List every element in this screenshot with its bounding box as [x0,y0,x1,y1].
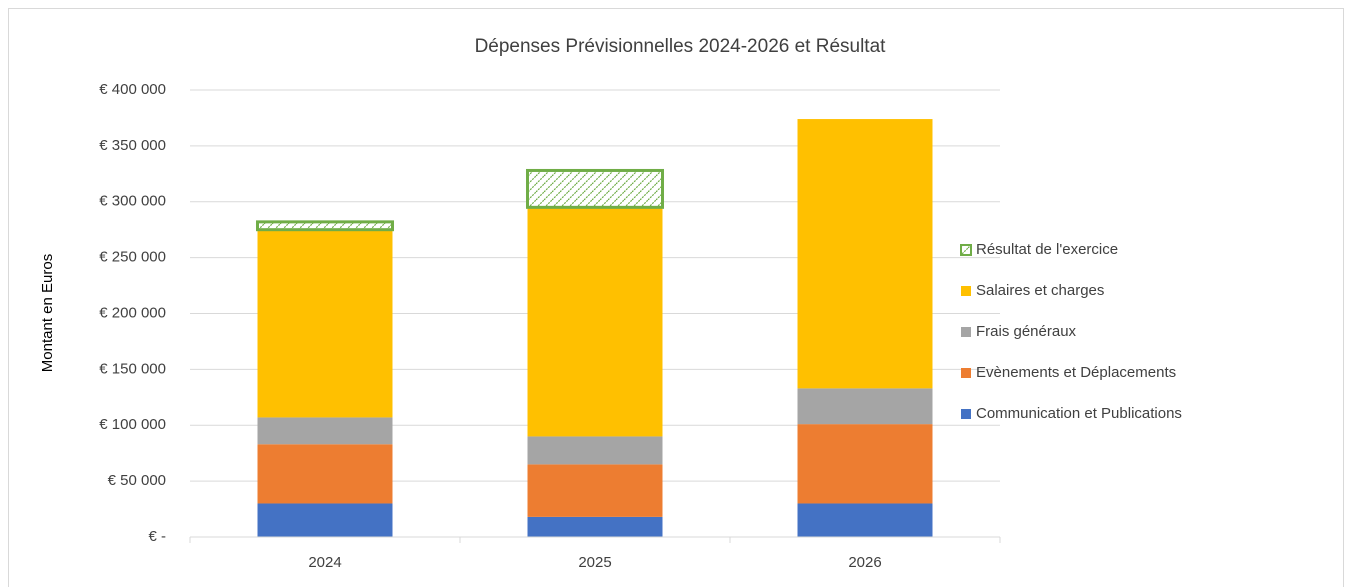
legend-swatch [961,409,971,419]
bar-segment [257,417,393,445]
legend-label: Salaires et charges [976,282,1104,299]
bar-segment [257,444,393,504]
y-tick-label: € 250 000 [99,249,166,266]
x-tick-label: 2024 [308,554,341,571]
y-axis-label: Montant en Euros [39,254,56,372]
bar-segment [797,424,933,504]
legend-swatch [960,244,972,256]
bar-segment [527,207,663,437]
legend-swatch [961,286,971,296]
bar-segment [527,436,663,465]
y-tick-label: € - [148,528,166,545]
bar-segment [257,503,393,537]
y-tick-label: € 50 000 [108,472,166,489]
x-tick-label: 2025 [578,554,611,571]
chart-border [8,8,1344,587]
legend-label: Evènements et Déplacements [976,364,1176,381]
legend-swatch [961,327,971,337]
y-tick-label: € 150 000 [99,360,166,377]
bar-segment [527,464,663,517]
y-tick-label: € 400 000 [99,81,166,98]
legend-label: Résultat de l'exercice [976,241,1118,258]
x-tick-label: 2026 [848,554,881,571]
y-tick-label: € 300 000 [99,193,166,210]
chart-title: Dépenses Prévisionnelles 2024-2026 et Ré… [475,36,887,57]
bar-segment [797,503,933,537]
bar-segment [257,229,393,418]
y-tick-label: € 100 000 [99,416,166,433]
legend-label: Frais généraux [976,323,1077,340]
bar-segment [797,119,933,389]
legend-swatch [961,368,971,378]
bar-segment [256,220,394,232]
bar-segment [526,168,664,209]
y-tick-label: € 200 000 [99,304,166,321]
bar-segment [527,516,663,537]
bar-segment [797,388,933,425]
legend-label: Communication et Publications [976,405,1182,422]
y-tick-label: € 350 000 [99,137,166,154]
